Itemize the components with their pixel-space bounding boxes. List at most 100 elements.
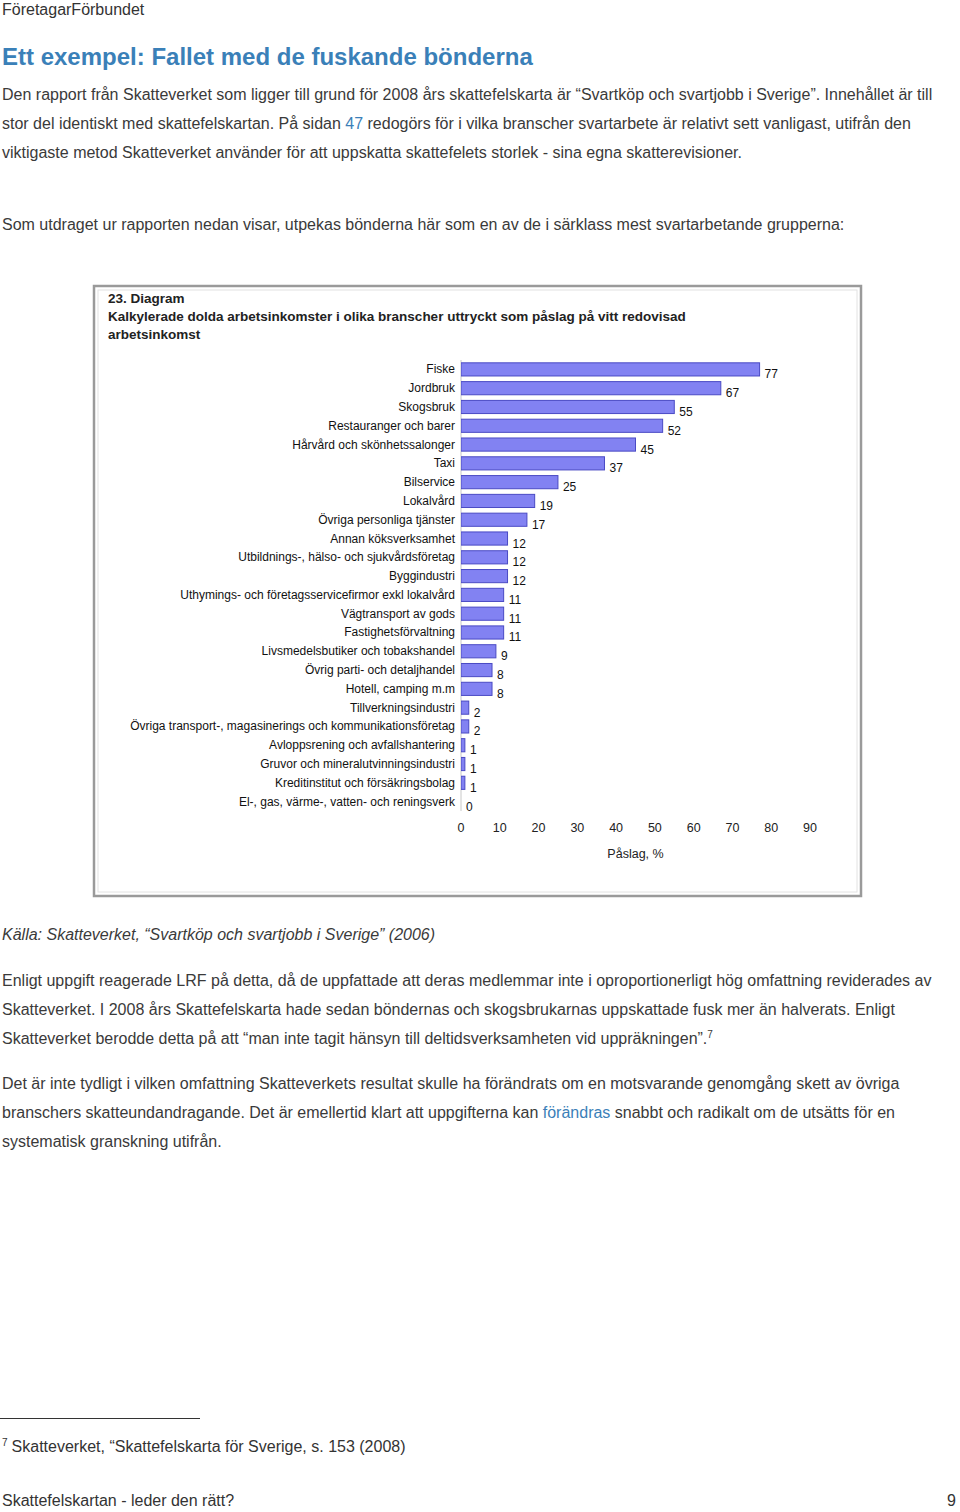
paragraph: Enligt uppgift reagerade LRF på detta, d… bbox=[2, 966, 952, 1053]
category-label: Avloppsrening och avfallshantering bbox=[269, 738, 455, 752]
footnote-rule bbox=[0, 1418, 200, 1419]
bar bbox=[461, 663, 492, 676]
category-label: Fiske bbox=[426, 362, 455, 376]
category-label: Utbildnings-, hälso- och sjukvårdsföreta… bbox=[238, 550, 455, 564]
category-label: Övriga personliga tjänster bbox=[318, 513, 455, 527]
bar bbox=[461, 682, 492, 695]
tick-label: 0 bbox=[458, 821, 465, 835]
paragraph: Det är inte tydligt i vilken omfattning … bbox=[2, 1069, 952, 1156]
tick-label: 50 bbox=[648, 821, 662, 835]
paragraph: Som utdraget ur rapporten nedan visar, u… bbox=[2, 210, 952, 239]
footnote: 7 Skatteverket, “Skattefelskarta för Sver… bbox=[2, 1432, 406, 1461]
source: Källa: Skatteverket, “Svartköp och svart… bbox=[2, 920, 952, 949]
footnote-text: Skatteverket, “Skattefelskarta för Sveri… bbox=[12, 1438, 406, 1455]
data-label: 19 bbox=[540, 499, 554, 513]
bars bbox=[461, 363, 760, 790]
tick-label: 90 bbox=[803, 821, 817, 835]
bar bbox=[461, 513, 527, 526]
category-label: Lokalvård bbox=[403, 494, 455, 508]
chart-frame-inner bbox=[98, 290, 857, 892]
data-label: 12 bbox=[513, 537, 527, 551]
data-label: 1 bbox=[470, 781, 477, 795]
data-label: 25 bbox=[563, 480, 577, 494]
bar bbox=[461, 438, 636, 451]
tick-label: 40 bbox=[609, 821, 623, 835]
bar bbox=[461, 720, 469, 733]
bar bbox=[461, 532, 508, 545]
bar bbox=[461, 570, 508, 583]
bar bbox=[461, 476, 558, 489]
text: Som utdraget ur rapporten nedan visar, u… bbox=[2, 216, 844, 233]
category-label: Bilservice bbox=[404, 475, 456, 489]
link[interactable]: förändras bbox=[543, 1104, 611, 1121]
data-label: 52 bbox=[668, 424, 682, 438]
labels: Fiske77Jordbruk67Skogsbruk55Restauranger… bbox=[130, 362, 778, 813]
footer-title: Skattefelskartan - leder den rätt? bbox=[2, 1490, 234, 1512]
bar bbox=[461, 363, 760, 376]
data-label: 2 bbox=[474, 706, 481, 720]
data-label: 11 bbox=[509, 612, 522, 626]
tick-label: 20 bbox=[532, 821, 546, 835]
category-label: Övrig parti- och detaljhandel bbox=[305, 663, 455, 677]
data-label: 67 bbox=[726, 386, 740, 400]
tick-label: 30 bbox=[570, 821, 584, 835]
link[interactable]: 47 bbox=[345, 115, 363, 132]
paragraph: Den rapport från Skatteverket som ligger… bbox=[2, 80, 952, 167]
chart-frame bbox=[94, 286, 861, 896]
data-label: 8 bbox=[497, 668, 504, 682]
text: Enligt uppgift reagerade LRF på detta, d… bbox=[2, 972, 931, 1047]
bar bbox=[461, 382, 721, 395]
data-label: 55 bbox=[679, 405, 693, 419]
chart-subtitle-line: arbetsinkomst bbox=[108, 327, 201, 342]
footnote-number: 7 bbox=[2, 1437, 8, 1448]
tick-label: 60 bbox=[687, 821, 701, 835]
bar bbox=[461, 588, 504, 601]
category-label: Hårvård och skönhetssalonger bbox=[292, 438, 455, 452]
category-label: Kreditinstitut och försäkringsbolag bbox=[275, 776, 455, 790]
category-label: Skogsbruk bbox=[398, 400, 456, 414]
data-label: 8 bbox=[497, 687, 504, 701]
bar bbox=[461, 776, 465, 789]
bar bbox=[461, 494, 535, 507]
data-label: 11 bbox=[509, 593, 522, 607]
tick-label: 80 bbox=[764, 821, 778, 835]
category-label: Hotell, camping m.m bbox=[346, 682, 455, 696]
page-number: 9 bbox=[947, 1490, 956, 1512]
category-label: Taxi bbox=[434, 456, 455, 470]
tick-label: 10 bbox=[493, 821, 507, 835]
chart: 23. DiagramKalkylerade dolda arbetsinkom… bbox=[0, 0, 960, 1512]
category-label: Gruvor och mineralutvinningsindustri bbox=[260, 757, 455, 771]
page-header: FöretagarFörbundet bbox=[2, 0, 144, 20]
category-label: Fastighetsförvaltning bbox=[344, 625, 455, 639]
data-label: 37 bbox=[609, 461, 623, 475]
bar bbox=[461, 400, 674, 413]
category-label: Tillverkningsindustri bbox=[350, 701, 455, 715]
bar bbox=[461, 645, 496, 658]
category-label: El-, gas, värme-, vatten- och reningsver… bbox=[239, 795, 456, 809]
bar bbox=[461, 701, 469, 714]
bar bbox=[461, 757, 465, 770]
category-label: Uthymings- och företagsservicefirmor exk… bbox=[180, 588, 455, 602]
category-label: Restauranger och barer bbox=[328, 419, 455, 433]
bar bbox=[461, 795, 462, 808]
data-label: 45 bbox=[641, 443, 655, 457]
tick-label: 70 bbox=[725, 821, 739, 835]
data-label: 12 bbox=[513, 574, 527, 588]
chart-subtitle: Kalkylerade dolda arbetsinkomster i olik… bbox=[108, 309, 686, 342]
bar bbox=[461, 419, 663, 432]
category-label: Vägtransport av gods bbox=[341, 607, 455, 621]
data-label: 2 bbox=[474, 724, 481, 738]
category-label: Annan köksverksamhet bbox=[330, 532, 455, 546]
bar bbox=[461, 626, 504, 639]
data-label: 9 bbox=[501, 649, 508, 663]
data-label: 1 bbox=[470, 743, 477, 757]
data-label: 11 bbox=[509, 630, 522, 644]
bar bbox=[461, 457, 604, 470]
data-label: 0 bbox=[466, 800, 473, 814]
data-label: 12 bbox=[513, 555, 527, 569]
data-label: 77 bbox=[765, 367, 779, 381]
category-label: Livsmedelsbutiker och tobakshandel bbox=[262, 644, 455, 658]
bar bbox=[461, 739, 465, 752]
page-title: Ett exempel: Fallet med de fuskande bönd… bbox=[2, 42, 533, 72]
x-axis-label: Påslag, % bbox=[607, 847, 663, 861]
